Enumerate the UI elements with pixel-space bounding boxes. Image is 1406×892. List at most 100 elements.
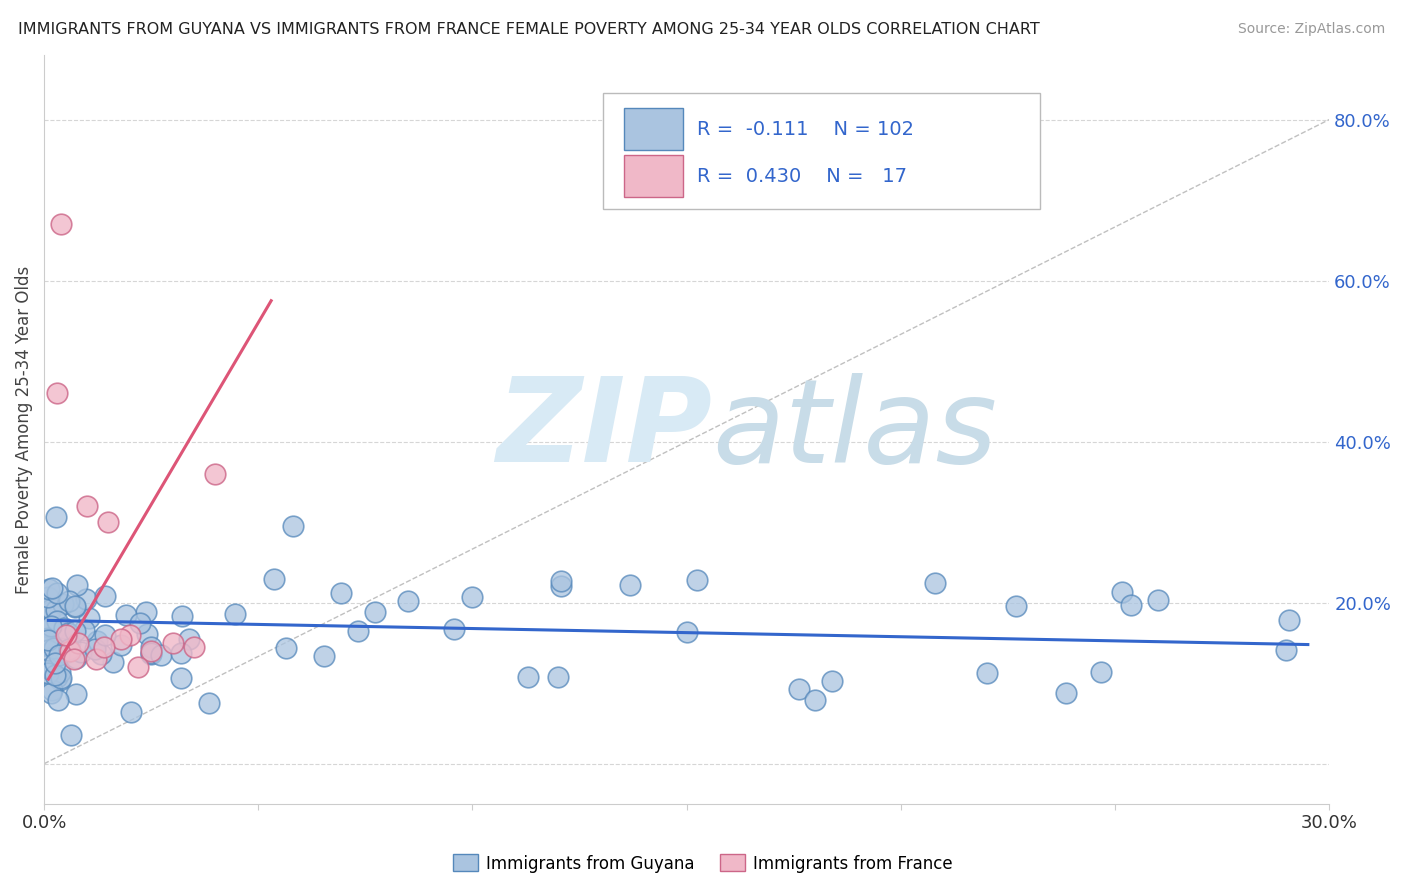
Point <box>60 728 83 742</box>
Point <box>141 644 163 658</box>
Point <box>110 638 132 652</box>
Point <box>37 666 59 681</box>
Point <box>183 640 205 654</box>
Point <box>75 592 97 607</box>
Point <box>65 624 87 639</box>
FancyBboxPatch shape <box>624 155 683 197</box>
Text: ZIP: ZIP <box>496 372 713 487</box>
Point <box>1119 598 1142 612</box>
Point <box>65 578 87 592</box>
Point <box>443 622 465 636</box>
Point <box>39 605 62 619</box>
Point <box>170 646 193 660</box>
Y-axis label: Female Poverty Among 25-34 Year Olds: Female Poverty Among 25-34 Year Olds <box>15 266 32 594</box>
Point <box>547 670 569 684</box>
Point <box>179 632 201 646</box>
Point <box>1275 642 1298 657</box>
Point <box>52 597 75 611</box>
Point <box>364 605 387 619</box>
Point <box>84 642 107 657</box>
Point <box>65 599 87 614</box>
Point <box>1278 613 1301 627</box>
Point <box>41 683 63 698</box>
Point <box>45 669 67 683</box>
Point <box>37 660 59 674</box>
Point <box>76 499 98 513</box>
Point <box>281 519 304 533</box>
Point <box>141 646 163 660</box>
Point <box>49 673 72 687</box>
Point <box>97 515 120 529</box>
Point <box>1147 593 1170 607</box>
Point <box>37 632 59 647</box>
Point <box>516 670 538 684</box>
Point <box>347 624 370 639</box>
Point <box>39 686 62 700</box>
Point <box>37 643 59 657</box>
Point <box>127 660 149 674</box>
Point <box>787 681 810 696</box>
Point <box>46 692 69 706</box>
Point <box>1054 686 1077 700</box>
Point <box>550 574 572 589</box>
Point <box>86 634 108 648</box>
Point <box>93 640 115 654</box>
Point <box>59 634 82 648</box>
Point <box>44 668 66 682</box>
Point <box>48 665 70 680</box>
Point <box>53 620 76 634</box>
Point <box>204 467 226 481</box>
Point <box>46 386 69 401</box>
Point <box>39 601 62 615</box>
Text: Source: ZipAtlas.com: Source: ZipAtlas.com <box>1237 22 1385 37</box>
Point <box>924 575 946 590</box>
Point <box>37 632 59 646</box>
Point <box>45 614 67 628</box>
Point <box>686 573 709 587</box>
Point <box>38 620 60 634</box>
Point <box>45 603 67 617</box>
Text: R =  -0.111    N = 102: R = -0.111 N = 102 <box>697 120 914 139</box>
Point <box>1004 599 1026 614</box>
Point <box>804 692 827 706</box>
Point <box>619 578 641 592</box>
Point <box>72 623 94 637</box>
Point <box>136 627 159 641</box>
Point <box>135 605 157 619</box>
Point <box>675 625 697 640</box>
Point <box>90 648 112 662</box>
FancyBboxPatch shape <box>624 108 683 150</box>
Point <box>93 628 115 642</box>
Point <box>65 651 87 665</box>
Point <box>44 641 66 656</box>
Point <box>976 666 998 681</box>
Point <box>118 628 141 642</box>
Point <box>37 640 59 654</box>
Point <box>115 607 138 622</box>
Point <box>197 696 219 710</box>
Point <box>37 638 59 652</box>
Point <box>1111 585 1133 599</box>
Point <box>39 599 62 614</box>
Text: R =  0.430    N =   17: R = 0.430 N = 17 <box>697 167 907 186</box>
FancyBboxPatch shape <box>603 93 1040 209</box>
Point <box>45 586 67 600</box>
Point <box>65 687 87 701</box>
Point <box>63 652 86 666</box>
Point <box>44 656 66 670</box>
Point <box>55 628 77 642</box>
Point <box>53 646 76 660</box>
Point <box>329 585 352 599</box>
Text: IMMIGRANTS FROM GUYANA VS IMMIGRANTS FROM FRANCE FEMALE POVERTY AMONG 25-34 YEAR: IMMIGRANTS FROM GUYANA VS IMMIGRANTS FRO… <box>18 22 1040 37</box>
Point <box>84 652 107 666</box>
Point <box>121 705 143 719</box>
Legend: Immigrants from Guyana, Immigrants from France: Immigrants from Guyana, Immigrants from … <box>447 847 959 880</box>
Point <box>101 655 124 669</box>
Point <box>141 647 163 661</box>
Point <box>41 665 63 679</box>
Point <box>70 645 93 659</box>
Point <box>149 648 172 662</box>
Point <box>396 594 419 608</box>
Point <box>129 615 152 630</box>
Point <box>141 640 163 654</box>
